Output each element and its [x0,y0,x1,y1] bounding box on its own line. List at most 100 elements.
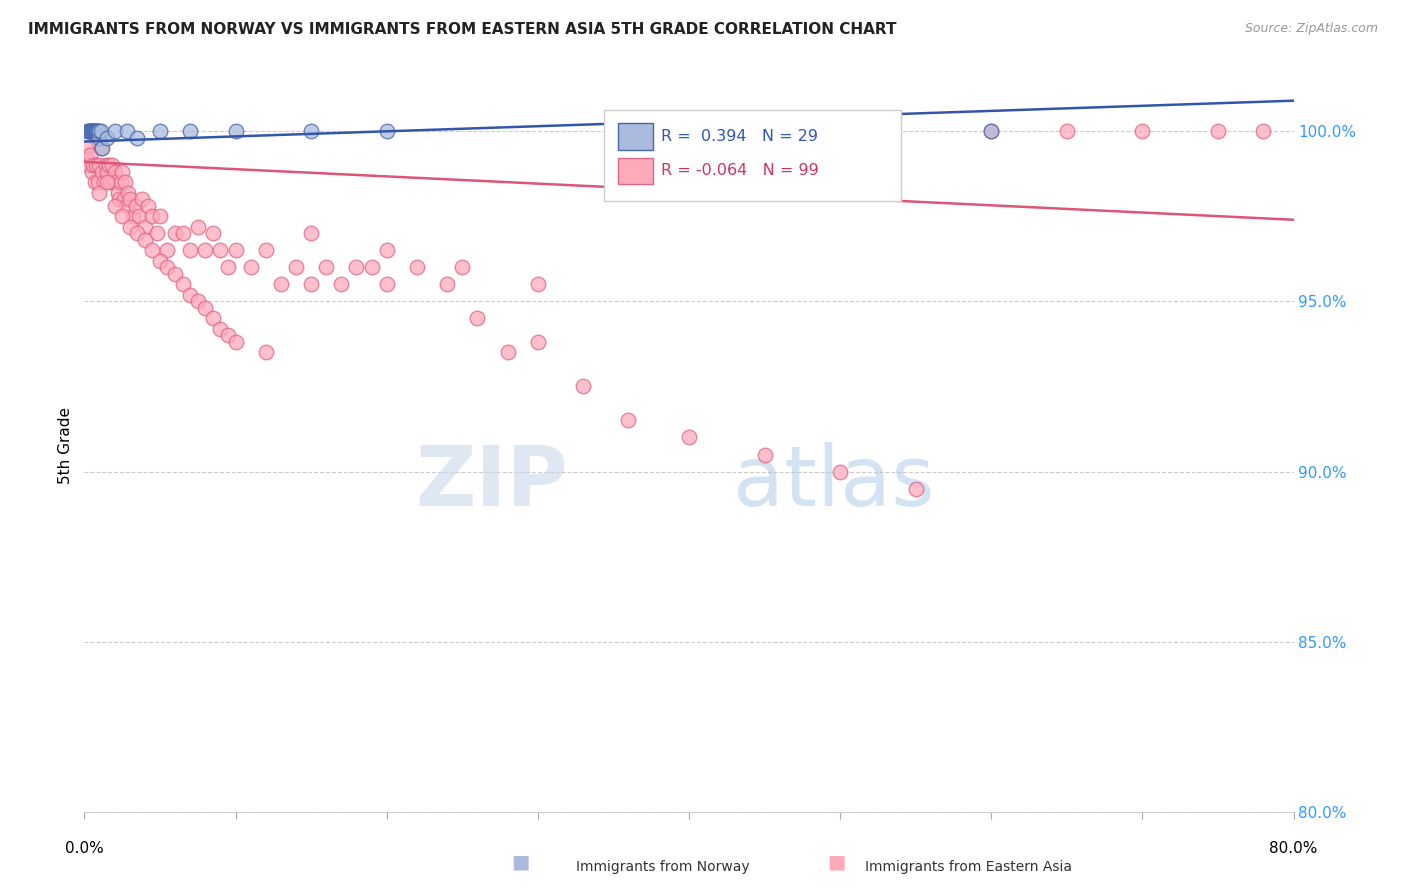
Point [82,124,104,138]
Point [904,482,927,496]
Point [104,124,127,138]
Point [131,192,153,206]
Point [84,124,107,138]
Point [156,260,179,275]
Point [299,227,322,241]
Text: atlas: atlas [733,442,935,523]
Point [75,141,97,155]
FancyBboxPatch shape [617,123,652,150]
Point [156,244,179,258]
Point [209,244,232,258]
Point [527,277,550,292]
Point [114,175,136,189]
Point [225,124,247,138]
Point [80,165,103,179]
Point [105,175,128,189]
Point [115,124,138,138]
Point [225,244,247,258]
Point [96,175,118,189]
Point [496,345,519,359]
Point [201,311,224,326]
Point [134,233,156,247]
Point [101,175,124,189]
Point [141,210,163,224]
Point [179,287,201,301]
Point [98,175,121,189]
Point [179,124,201,138]
Point [96,131,118,145]
Point [141,244,163,258]
Point [527,335,550,350]
Point [82,124,104,138]
Text: 80.0%: 80.0% [1270,841,1317,856]
Point [84,175,107,189]
Point [127,227,149,241]
Text: IMMIGRANTS FROM NORWAY VS IMMIGRANTS FROM EASTERN ASIA 5TH GRADE CORRELATION CHA: IMMIGRANTS FROM NORWAY VS IMMIGRANTS FRO… [28,22,897,37]
Point [91,165,114,179]
Point [406,260,429,275]
Point [149,210,172,224]
Point [980,124,1002,138]
Point [201,227,224,241]
Point [299,124,322,138]
Point [1253,124,1275,138]
Point [110,175,132,189]
Point [86,124,108,138]
Point [91,141,114,155]
Point [115,199,138,213]
Text: R = -0.064   N = 99: R = -0.064 N = 99 [661,163,818,178]
Point [149,124,172,138]
Point [125,199,148,213]
Point [77,158,100,172]
Point [90,124,112,138]
Point [285,260,308,275]
Point [89,186,111,200]
Point [111,165,134,179]
Point [467,311,489,326]
Point [108,192,131,206]
Text: ■: ■ [827,852,846,871]
Point [118,192,141,206]
Point [79,124,101,138]
Point [87,175,110,189]
Point [87,131,110,145]
Point [1132,124,1154,138]
Point [254,244,277,258]
Point [80,124,103,138]
Text: Source: ZipAtlas.com: Source: ZipAtlas.com [1244,22,1378,36]
Point [239,260,262,275]
Point [217,260,239,275]
Point [375,277,398,292]
Point [82,158,104,172]
Point [172,227,194,241]
Point [104,165,127,179]
Point [79,124,101,138]
Point [1206,124,1229,138]
Point [104,199,127,213]
Point [84,124,107,138]
Point [980,124,1002,138]
Point [77,124,100,138]
Point [572,379,595,393]
Text: ■: ■ [510,852,530,871]
Point [127,131,149,145]
Point [146,227,169,241]
Point [117,186,139,200]
Point [87,124,110,138]
Point [172,277,194,292]
Point [375,244,398,258]
Point [165,267,187,281]
Point [754,448,776,462]
Point [678,430,700,444]
Text: R =  0.394   N = 29: R = 0.394 N = 29 [661,129,818,145]
Point [121,210,143,224]
Point [315,260,337,275]
Point [187,294,209,309]
Point [86,124,108,138]
Point [79,148,101,162]
Point [93,175,115,189]
Text: Immigrants from Norway: Immigrants from Norway [576,860,749,874]
Point [90,141,112,155]
Point [179,244,201,258]
Point [80,124,103,138]
